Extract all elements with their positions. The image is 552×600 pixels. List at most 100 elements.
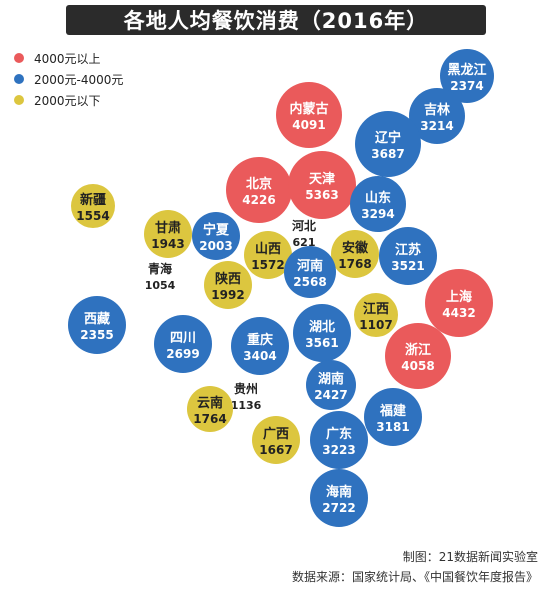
bubble-value-label: 4432	[442, 306, 475, 320]
bubble-value-label: 1554	[76, 209, 109, 223]
bubble-circle	[379, 227, 437, 285]
bubble-circle	[310, 469, 368, 527]
bubble-value-label: 1136	[231, 399, 262, 412]
bubble-value-label: 1992	[211, 288, 244, 302]
legend-item: 2000元-4000元	[14, 71, 123, 87]
bubble-circle	[354, 293, 398, 337]
bubble-circle	[440, 49, 494, 103]
bubble-name-label: 云南	[197, 395, 223, 411]
bubble-name-label: 安徽	[342, 240, 369, 256]
bubble-value-label: 1768	[338, 257, 371, 271]
bubble-name-label: 江西	[363, 301, 389, 317]
bubble-name-label: 内蒙古	[289, 101, 328, 117]
bubble-value-label: 3181	[376, 420, 409, 434]
bubble-name-label: 吉林	[424, 102, 450, 118]
bubble-name-label: 山西	[255, 241, 281, 257]
credit-maker: 制图：21数据新闻实验室	[402, 550, 538, 564]
legend-swatch	[14, 74, 24, 84]
chart-title-bar: 各地人均餐饮消费（2016年）	[66, 5, 486, 35]
bubble-value-label: 621	[293, 236, 316, 249]
bubble-circle	[144, 210, 192, 258]
bubble-circle	[355, 111, 421, 177]
bubble-name-label: 青海	[148, 261, 172, 276]
bubble-circle	[226, 157, 292, 223]
bubble-value-label: 3294	[361, 207, 394, 221]
bubble-circle	[306, 360, 356, 410]
bubble-value-label: 2722	[322, 501, 355, 515]
bubble-value-label: 3521	[391, 259, 424, 273]
bubble-name-label: 四川	[170, 331, 196, 346]
bubble-circle	[276, 82, 342, 148]
bubble-value-label: 1054	[145, 279, 176, 292]
bubble-circle	[71, 184, 115, 228]
bubble-circle	[385, 323, 451, 389]
bubble: 青海 1054	[145, 261, 176, 292]
bubble-value-label: 4226	[242, 193, 275, 207]
bubble-circle	[154, 315, 212, 373]
bubble-name-label: 广东	[326, 426, 352, 442]
bubble-circle	[293, 304, 351, 362]
bubble-circle	[204, 261, 252, 309]
bubble-name-label: 江苏	[395, 242, 421, 258]
bubble-name-label: 广西	[263, 426, 289, 442]
bubble-value-label: 1107	[359, 318, 392, 332]
legend-label: 4000元以上	[34, 51, 101, 66]
bubble-value-label: 2568	[293, 275, 326, 289]
bubble-value-label: 4091	[292, 118, 325, 132]
bubble-circle	[350, 176, 406, 232]
legend-label: 2000元以下	[34, 93, 101, 108]
bubble-circle	[231, 317, 289, 375]
bubble-value-label: 1667	[259, 443, 292, 457]
legend-swatch	[14, 53, 24, 63]
bubble: 河北 621	[291, 218, 316, 249]
bubble-circle	[331, 230, 379, 278]
bubble-name-label: 天津	[309, 171, 335, 187]
bubble-value-label: 3214	[420, 119, 453, 133]
bubble-value-label: 2374	[450, 79, 483, 93]
bubble-circle	[288, 151, 356, 219]
bubble-name-label: 山东	[365, 190, 391, 206]
bubble-circle	[68, 296, 126, 354]
bubble-name-label: 湖南	[318, 371, 344, 387]
bubble-name-label: 上海	[446, 289, 472, 305]
bubble-circle	[187, 386, 233, 432]
bubble-name-label: 黑龙江	[447, 62, 486, 78]
bubble-name-label: 河北	[291, 218, 316, 233]
bubble-name-label: 西藏	[84, 311, 110, 327]
bubble-name-label: 湖北	[309, 320, 335, 335]
bubble-value-label: 2003	[199, 239, 232, 253]
bubble-circle	[425, 269, 493, 337]
bubble-circle	[310, 411, 368, 469]
bubble-circle	[364, 388, 422, 446]
bubble-value-label: 4058	[401, 359, 434, 373]
bubble-circle	[252, 416, 300, 464]
bubble: 贵州 1136	[231, 381, 262, 412]
bubble-value-label: 1572	[251, 258, 284, 272]
bubble-value-label: 2427	[314, 388, 347, 402]
bubble-circle	[244, 231, 292, 279]
bubble-value-label: 3223	[322, 443, 355, 457]
legend-item: 4000元以上	[14, 50, 101, 66]
bubble-name-label: 河南	[297, 258, 323, 274]
bubble-name-label: 宁夏	[203, 222, 230, 238]
